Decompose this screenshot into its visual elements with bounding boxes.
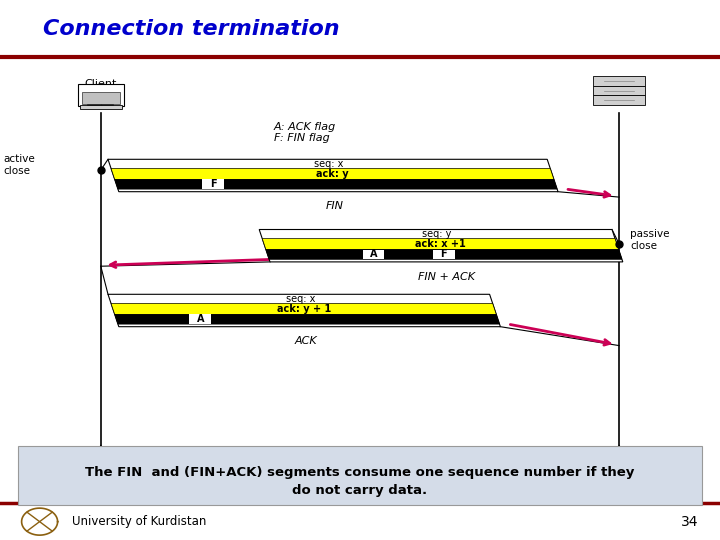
- FancyBboxPatch shape: [78, 84, 124, 106]
- Text: F: F: [441, 249, 447, 259]
- FancyBboxPatch shape: [433, 249, 455, 259]
- Polygon shape: [259, 230, 623, 262]
- FancyBboxPatch shape: [202, 179, 224, 189]
- Polygon shape: [108, 294, 500, 327]
- Text: 34: 34: [681, 515, 698, 529]
- FancyBboxPatch shape: [593, 77, 645, 86]
- Polygon shape: [114, 314, 500, 324]
- FancyBboxPatch shape: [363, 249, 384, 259]
- Text: active
close: active close: [4, 154, 35, 176]
- Text: Connection termination: Connection termination: [43, 19, 340, 39]
- Polygon shape: [108, 159, 558, 192]
- Polygon shape: [266, 249, 622, 259]
- Text: FIN + ACK: FIN + ACK: [418, 272, 475, 282]
- Polygon shape: [111, 168, 554, 179]
- Text: FIN: FIN: [325, 201, 344, 212]
- Polygon shape: [262, 239, 618, 249]
- Text: ack: y + 1: ack: y + 1: [276, 304, 330, 314]
- Text: The FIN  and (FIN+ACK) segments consume one sequence number if they: The FIN and (FIN+ACK) segments consume o…: [85, 466, 635, 479]
- Text: ack: x +1: ack: x +1: [415, 239, 466, 249]
- Text: F: F: [210, 179, 216, 189]
- Text: ack: y: ack: y: [316, 169, 348, 179]
- FancyBboxPatch shape: [81, 92, 120, 104]
- FancyBboxPatch shape: [593, 96, 645, 105]
- FancyBboxPatch shape: [189, 314, 211, 324]
- Polygon shape: [114, 179, 557, 189]
- Text: seq: y: seq: y: [423, 229, 451, 239]
- Text: seq: x: seq: x: [315, 159, 343, 169]
- Text: A: A: [197, 314, 204, 324]
- Text: seq: x: seq: x: [286, 294, 315, 304]
- Text: Server: Server: [600, 79, 638, 89]
- FancyBboxPatch shape: [80, 105, 122, 109]
- FancyBboxPatch shape: [593, 86, 645, 95]
- Text: A: ACK flag
F: FIN flag: A: ACK flag F: FIN flag: [274, 122, 336, 143]
- Text: ACK: ACK: [294, 336, 318, 347]
- Text: Client: Client: [85, 79, 117, 89]
- Text: A: A: [369, 249, 377, 259]
- Polygon shape: [111, 303, 496, 314]
- Text: Time: Time: [606, 464, 633, 475]
- FancyBboxPatch shape: [18, 446, 702, 505]
- Text: Time: Time: [87, 464, 114, 475]
- Text: University of Kurdistan: University of Kurdistan: [72, 515, 207, 528]
- Text: do not carry data.: do not carry data.: [292, 484, 428, 497]
- Text: passive
close: passive close: [630, 230, 670, 251]
